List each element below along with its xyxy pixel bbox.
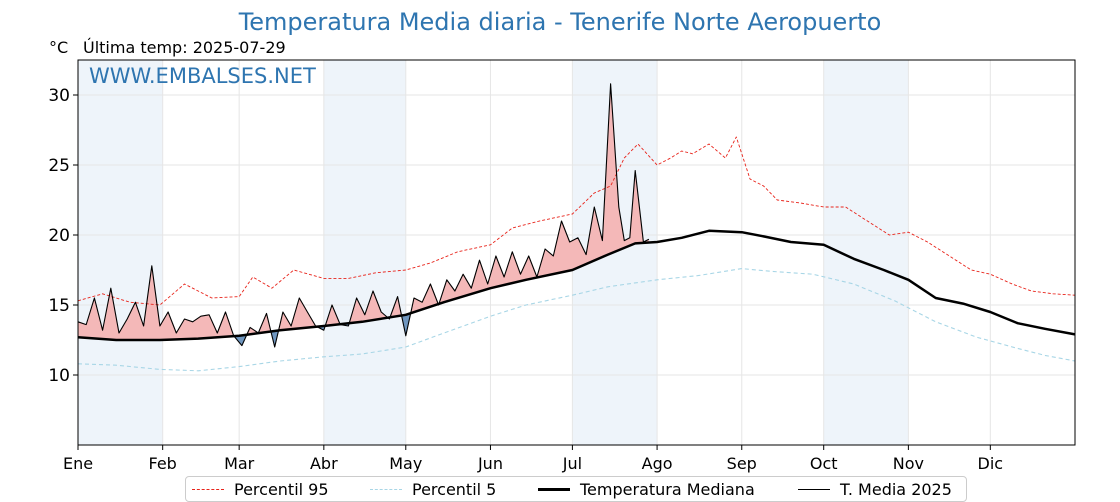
legend-label-median: Temperatura Mediana	[580, 480, 755, 499]
above-median-fill	[438, 83, 649, 304]
x-tick-label: Dic	[978, 454, 1004, 473]
p95-line	[77, 136, 1076, 306]
x-tick-label: Mar	[224, 454, 255, 473]
x-tick-label: Sep	[727, 454, 757, 473]
above-median-fill	[78, 265, 234, 340]
current-year-line	[77, 83, 650, 348]
legend-label-p5: Percentil 5	[412, 480, 497, 499]
grid-lines	[77, 60, 1075, 445]
x-tick-label: Oct	[810, 454, 838, 473]
legend-swatch-p95	[192, 489, 224, 490]
season-band	[323, 60, 406, 445]
season-band	[823, 60, 909, 445]
x-tick-label: Jun	[477, 454, 503, 473]
below-median-fill	[234, 334, 247, 346]
axes: 10 15 20 25 30 Ene Feb Mar Abr May Jun Jul Ago Sep Oct…	[48, 59, 1076, 473]
above-median-fill	[278, 298, 317, 331]
y-tick-label: 30	[48, 86, 70, 106]
legend-item-median: Temperatura Mediana	[538, 480, 755, 499]
plot-frame	[77, 59, 1076, 446]
legend-swatch-median	[538, 488, 570, 491]
last-temp-label: Última temp: 2025-07-29	[83, 38, 286, 57]
legend-item-p5: Percentil 5	[370, 480, 496, 499]
chart-title: Temperatura Media diaria - Tenerife Nort…	[238, 8, 882, 36]
series-lines	[77, 83, 1076, 372]
x-tick-label: May	[389, 454, 422, 473]
legend-swatch-p5	[370, 489, 402, 490]
legend-label-p95: Percentil 95	[234, 480, 329, 499]
anomaly-fills	[78, 83, 649, 347]
legend-item-p95: Percentil 95	[192, 480, 329, 499]
legend-label-current: T. Media 2025	[840, 480, 952, 499]
legend-item-current: T. Media 2025	[798, 480, 952, 499]
x-tick-label: Ago	[642, 454, 673, 473]
above-median-fill	[349, 291, 388, 324]
below-median-fill	[401, 313, 411, 336]
legend-swatch-current	[798, 489, 830, 490]
legend: Percentil 95 Percentil 5 Temperatura Med…	[185, 476, 967, 502]
x-tick-label: Abr	[310, 454, 338, 473]
x-tick-label: Feb	[149, 454, 177, 473]
above-median-fill	[325, 305, 341, 326]
month-bands	[78, 60, 909, 445]
y-tick-label: 20	[48, 226, 70, 246]
y-tick-label: 25	[48, 156, 70, 176]
x-tick-label: Jul	[562, 454, 582, 473]
y-tick-label: 10	[48, 366, 70, 386]
median-line	[77, 229, 1076, 342]
below-median-fill	[270, 330, 279, 347]
x-tick-label: Ene	[63, 454, 93, 473]
y-unit-label: °C	[49, 38, 69, 57]
season-band	[78, 60, 163, 445]
watermark: WWW.EMBALSES.NET	[89, 64, 316, 88]
y-tick-label: 15	[48, 296, 70, 316]
p5-line	[77, 268, 1076, 372]
x-tick-label: Nov	[893, 454, 924, 473]
